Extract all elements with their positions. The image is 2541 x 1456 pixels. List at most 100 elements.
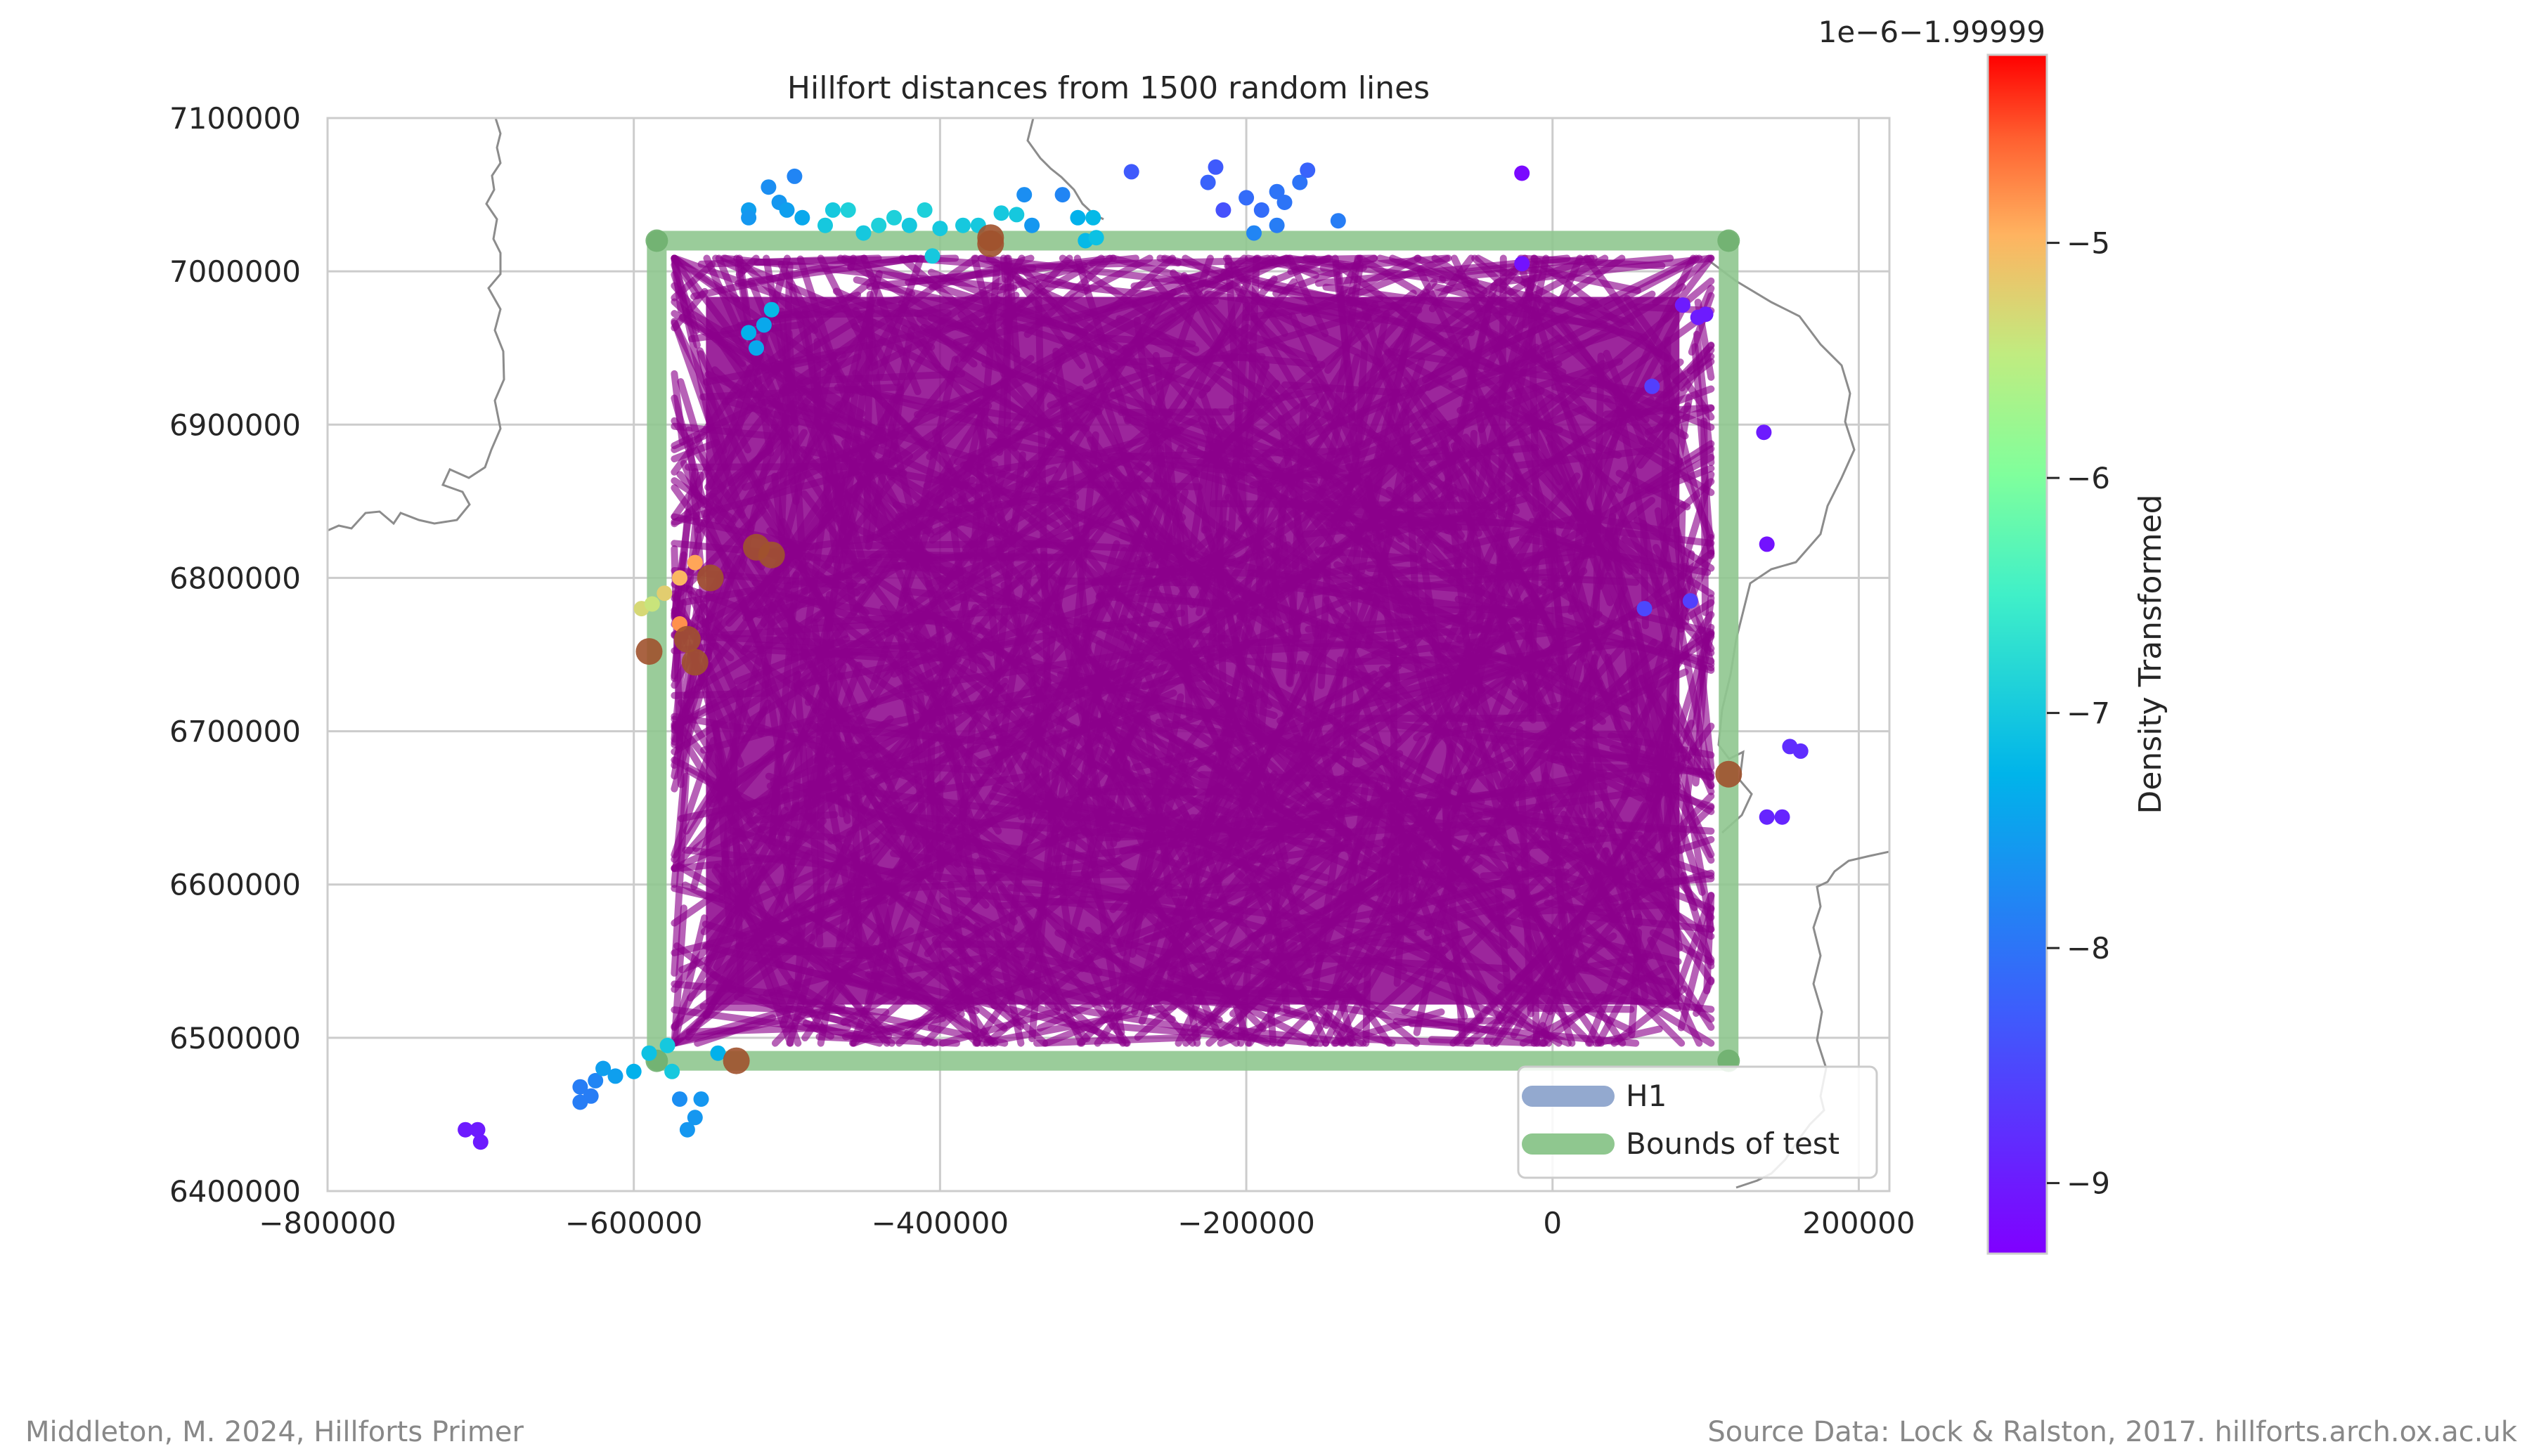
hillfort-point <box>1208 159 1224 175</box>
hillfort-point <box>1636 601 1653 617</box>
hillfort-point <box>641 1045 657 1061</box>
legend-box <box>1517 1065 1878 1179</box>
random-line <box>671 370 686 446</box>
colorbar-gradient <box>1986 53 2048 1255</box>
hillfort-point <box>723 1047 750 1074</box>
hillfort-point <box>993 205 1009 221</box>
random-line <box>1319 254 1450 272</box>
hillfort-point <box>761 179 777 195</box>
x-axis-ticks: −800000 −600000 −400000 −200000 0 200000 <box>259 1206 1915 1240</box>
hillfort-point <box>1123 164 1139 180</box>
hillfort-point <box>1269 217 1285 233</box>
random-line <box>694 1014 777 1047</box>
random-line <box>1428 1036 1547 1047</box>
random-line <box>1231 1026 1364 1047</box>
legend-label-bounds: Bounds of test <box>1626 1126 1840 1161</box>
random-line <box>1033 1033 1202 1047</box>
chart-title: Hillfort distances from 1500 random line… <box>787 70 1430 106</box>
random-line <box>1267 1007 1277 1047</box>
x-tick-label: 200000 <box>1802 1206 1915 1240</box>
colorbar-tick-label: −9 <box>2067 1166 2110 1201</box>
hillfort-point <box>1756 424 1772 441</box>
random-line <box>939 1008 1061 1047</box>
hillfort-point <box>1009 207 1025 223</box>
hillfort-point <box>1253 202 1269 218</box>
hillfort-point <box>687 554 703 571</box>
y-tick-label: 7100000 <box>169 101 301 136</box>
legend: H1 Bounds of test <box>1517 1065 1878 1179</box>
hillfort-point <box>758 541 785 568</box>
random-line <box>1592 1025 1663 1047</box>
hillfort-point <box>635 638 663 665</box>
hillfort-point <box>855 225 872 241</box>
hillfort-point <box>1682 593 1698 609</box>
legend-label-h1: H1 <box>1626 1079 1667 1113</box>
hillfort-point <box>1759 536 1775 552</box>
hillfort-point <box>1016 187 1033 203</box>
x-tick-label: −600000 <box>565 1206 703 1240</box>
hillfort-point <box>924 248 940 264</box>
hillfort-point <box>693 1091 709 1107</box>
colorbar-label: Density Transformed <box>2133 494 2168 814</box>
hillfort-point <box>1070 209 1086 226</box>
hillfort-point <box>1792 743 1809 759</box>
hillfort-point <box>657 585 673 602</box>
random-line <box>754 254 959 266</box>
hillfort-point <box>1674 297 1690 313</box>
hillfort-point <box>787 168 803 184</box>
hillfort-point <box>470 1122 486 1138</box>
random-line <box>1700 417 1709 616</box>
hillfort-point <box>595 1060 612 1077</box>
x-tick-label: −800000 <box>259 1206 396 1240</box>
hillfort-point <box>1085 209 1101 226</box>
hillfort-point <box>741 209 757 226</box>
hillfort-point <box>673 625 701 653</box>
hillfort-point <box>763 301 780 318</box>
hillfort-point <box>901 217 917 233</box>
coastline-east <box>1707 259 1856 834</box>
hillfort-point <box>572 1079 588 1095</box>
hillfort-point <box>472 1134 489 1150</box>
colorbar-tick-label: −7 <box>2067 696 2110 731</box>
random-lines <box>671 254 1715 1047</box>
hillfort-point <box>583 1088 599 1104</box>
random-line <box>1331 1008 1445 1047</box>
hillfort-point <box>779 202 795 218</box>
y-tick-label: 7000000 <box>169 254 301 289</box>
x-tick-label: −200000 <box>1177 1206 1315 1240</box>
random-line <box>671 904 687 1047</box>
y-tick-label: 6400000 <box>169 1174 301 1209</box>
hillfort-point <box>697 564 724 592</box>
footer-source: Source Data: Lock & Ralston, 2017. hillf… <box>1707 1416 2517 1448</box>
hillfort-point <box>626 1063 642 1079</box>
y-axis-ticks: 6400000 6500000 6600000 6700000 6800000 69000… <box>169 101 301 1209</box>
random-line <box>1677 905 1715 1032</box>
hillfort-point <box>1644 378 1660 394</box>
hillfort-point <box>672 1091 687 1107</box>
hillfort-point <box>1276 195 1293 210</box>
hillfort-point <box>840 202 856 218</box>
random-line <box>1520 254 1595 286</box>
hillfort-point <box>588 1072 604 1088</box>
y-tick-label: 6500000 <box>169 1021 301 1055</box>
hillfort-point <box>1215 202 1231 218</box>
hillfort-point <box>1088 230 1104 246</box>
hillfort-point <box>1292 174 1308 190</box>
hillfort-point <box>749 340 764 356</box>
hillfort-point <box>672 570 687 586</box>
hillfort-point <box>681 649 709 676</box>
hillfort-point <box>955 217 971 233</box>
hillfort-point <box>977 230 1004 257</box>
random-line <box>1089 254 1378 268</box>
random-line <box>1045 1001 1286 1047</box>
x-tick-label: 0 <box>1543 1206 1562 1240</box>
hillfort-point <box>932 221 948 237</box>
y-tick-label: 6800000 <box>169 561 301 595</box>
x-tick-label: −400000 <box>872 1206 1009 1240</box>
hillfort-point <box>871 217 887 233</box>
hillfort-point <box>687 1110 703 1126</box>
hillfort-point <box>741 325 757 341</box>
hillfort-point <box>679 1122 695 1138</box>
hillfort-point <box>1698 306 1714 323</box>
